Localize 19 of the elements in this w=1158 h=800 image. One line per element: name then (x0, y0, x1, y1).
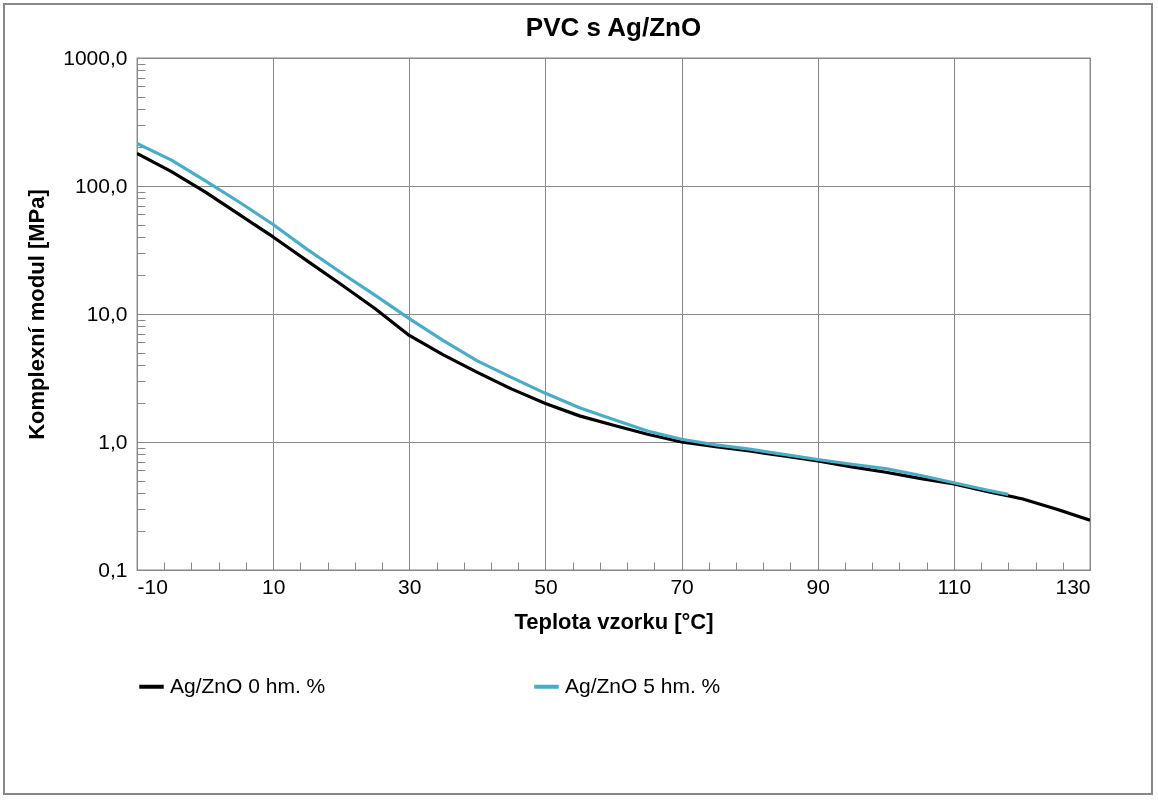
x-tick-label: 70 (670, 574, 694, 598)
x-tick-label: 10 (261, 574, 286, 598)
x-axis-title: Teplota vzorku [°C] (514, 608, 714, 634)
legend-label: Ag/ZnO 5 hm. % (565, 673, 721, 697)
y-tick-label: 10,0 (86, 301, 128, 325)
y-tick-label: 0,1 (98, 557, 128, 581)
chart-title: PVC s Ag/ZnO (525, 12, 702, 42)
x-tick-label: 110 (937, 574, 972, 598)
y-tick-label: 100,0 (74, 173, 128, 197)
y-axis-title: Komplexní modul [MPa] (24, 189, 50, 440)
x-tick-label: 130 (1055, 574, 1091, 598)
x-tick-label: -10 (137, 574, 168, 598)
line-series (137, 141, 1010, 496)
y-tick-label: 1,0 (98, 429, 128, 453)
x-tick-label: 30 (398, 574, 422, 598)
y-tick-label: 1000,0 (63, 45, 128, 69)
x-tick-label: 50 (534, 574, 558, 598)
x-tick-label: 90 (806, 574, 830, 598)
legend-label: Ag/ZnO 0 hm. % (170, 673, 326, 697)
